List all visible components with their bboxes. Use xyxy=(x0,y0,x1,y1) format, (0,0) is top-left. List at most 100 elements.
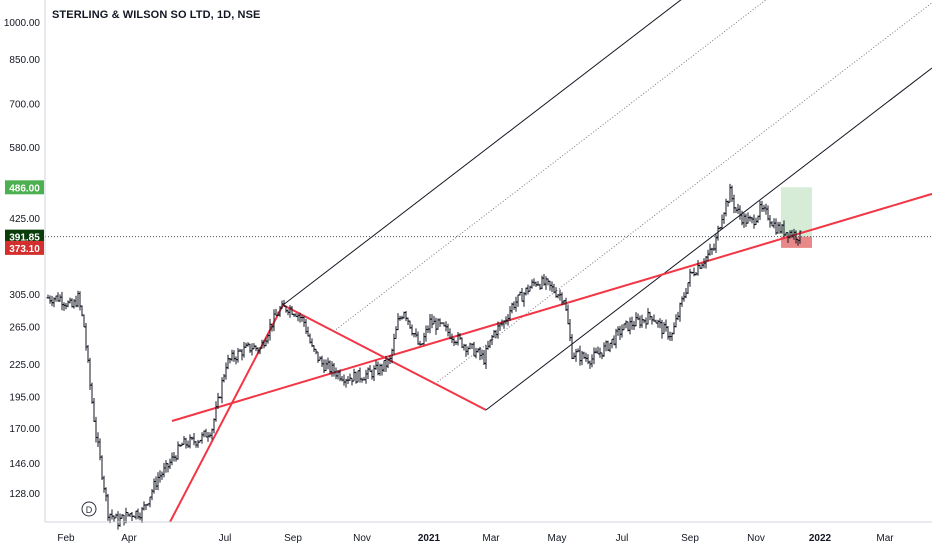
ohlc-bar xyxy=(616,326,620,336)
ohlc-bar xyxy=(532,278,536,287)
ohlc-bar xyxy=(134,510,138,520)
ohlc-bar xyxy=(370,369,374,380)
time-tick-label: Feb xyxy=(57,533,75,544)
ohlc-bar xyxy=(188,434,192,449)
ohlc-bar xyxy=(214,401,218,422)
target-price-label-bg xyxy=(5,180,44,195)
ohlc-bar xyxy=(58,294,62,302)
dividend-marker-circle xyxy=(81,501,97,517)
ohlc-bar xyxy=(578,345,582,366)
ohlc-bar xyxy=(590,354,594,368)
time-tick-label: Sep xyxy=(681,533,699,544)
current-price-label-bg xyxy=(5,229,44,244)
pitchfork-lower-line xyxy=(485,67,932,411)
ohlc-bar xyxy=(116,511,120,530)
price-tick-label: 700.00 xyxy=(9,100,40,111)
ohlc-bar xyxy=(382,360,386,372)
pitchfork-median-line xyxy=(171,192,932,422)
time-tick-label: May xyxy=(548,533,567,544)
ohlc-bar xyxy=(722,212,726,224)
ohlc-bar xyxy=(466,346,470,356)
ohlc-bar xyxy=(728,183,732,203)
ohlc-bar xyxy=(112,515,116,523)
ohlc-bar xyxy=(340,375,344,382)
ohlc-bar xyxy=(594,347,598,354)
ohlc-bar xyxy=(422,332,426,345)
ohlc-bar xyxy=(646,308,650,325)
ohlc-bar xyxy=(428,313,432,334)
ohlc-bar xyxy=(194,441,198,448)
ohlc-bar xyxy=(664,319,668,332)
ohlc-bar xyxy=(242,342,246,358)
ohlc-bar xyxy=(160,471,164,480)
ohlc-bar xyxy=(96,432,100,448)
ohlc-bar xyxy=(768,214,772,228)
ohlc-bar xyxy=(352,368,356,382)
ohlc-bar xyxy=(234,356,238,365)
price-tick-label: 128.00 xyxy=(9,489,40,500)
time-tick-label: Nov xyxy=(353,533,371,544)
ohlc-bar xyxy=(332,363,336,377)
ohlc-bar xyxy=(104,487,108,502)
ohlc-bar xyxy=(614,328,618,349)
ohlc-bar xyxy=(446,323,450,337)
ohlc-bar xyxy=(662,322,666,334)
ohlc-bar xyxy=(634,312,638,327)
ohlc-bar xyxy=(650,316,654,325)
ohlc-bar xyxy=(418,340,422,346)
ohlc-bar xyxy=(750,216,754,224)
ohlc-bar xyxy=(296,313,300,322)
chart-title: STERLING & WILSON SO LTD, 1D, NSE xyxy=(52,9,261,21)
ohlc-bar xyxy=(530,279,534,289)
ohlc-bar xyxy=(348,373,352,381)
stop-price-label-text: 373.10 xyxy=(9,244,40,255)
current-price-label-text: 391.85 xyxy=(9,233,40,244)
ohlc-bar xyxy=(774,218,778,235)
time-tick-label: Sep xyxy=(284,533,302,544)
ohlc-bar xyxy=(250,343,254,356)
ohlc-bar xyxy=(660,319,664,339)
ohlc-bar xyxy=(372,365,376,382)
ohlc-bar xyxy=(222,374,226,383)
ohlc-bar xyxy=(700,263,704,269)
ohlc-bar xyxy=(232,350,236,362)
ohlc-bar xyxy=(460,337,464,349)
ohlc-bar xyxy=(184,437,188,449)
ohlc-bar xyxy=(226,354,230,370)
pitchfork-upper-line xyxy=(282,0,682,306)
ohlc-bar xyxy=(220,377,224,404)
ohlc-bar xyxy=(168,458,172,470)
price-tick-label: 265.00 xyxy=(9,322,40,333)
ohlc-bar xyxy=(106,493,110,521)
ohlc-bar xyxy=(486,340,490,350)
target-price-label-text: 486.00 xyxy=(9,183,40,194)
ohlc-bar xyxy=(164,460,168,473)
ohlc-bar xyxy=(60,291,64,311)
ohlc-bar xyxy=(320,355,324,367)
ohlc-bar xyxy=(492,329,496,338)
ohlc-bar xyxy=(200,432,204,444)
ohlc-bar xyxy=(380,363,384,376)
ohlc-bar xyxy=(396,313,400,331)
ohlc-bar xyxy=(236,348,240,363)
ohlc-bar xyxy=(456,331,460,346)
pitchfork-lower-inner-line xyxy=(434,2,932,385)
ohlc-bar xyxy=(610,338,614,349)
ohlc-bar xyxy=(472,341,476,357)
price-tick-label: 195.00 xyxy=(9,393,40,404)
ohlc-bar xyxy=(152,478,156,494)
ohlc-bar xyxy=(462,343,466,351)
ohlc-bar xyxy=(364,369,368,384)
ohlc-bar xyxy=(482,350,486,365)
ohlc-bar xyxy=(228,357,232,364)
ohlc-bar xyxy=(204,428,208,438)
price-tick-label: 225.00 xyxy=(9,360,40,371)
ohlc-bar xyxy=(394,326,398,340)
ohlc-bar xyxy=(324,359,328,372)
ohlc-bar xyxy=(126,511,130,517)
ohlc-bar xyxy=(110,509,114,520)
ohlc-bar xyxy=(182,436,186,445)
ohlc-bar xyxy=(82,314,86,328)
